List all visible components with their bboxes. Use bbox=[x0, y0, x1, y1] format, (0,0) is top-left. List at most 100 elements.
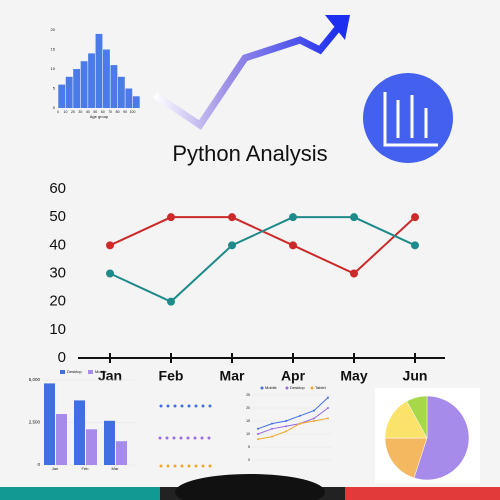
decor-dot bbox=[173, 464, 177, 468]
legend-swatch bbox=[60, 370, 65, 374]
trend-arrow bbox=[153, 25, 341, 130]
y-tick-label: 10 bbox=[246, 432, 250, 436]
point bbox=[271, 427, 273, 430]
decor-dot bbox=[208, 464, 212, 468]
bar bbox=[104, 420, 115, 465]
point bbox=[411, 241, 419, 250]
decor-dot bbox=[166, 404, 170, 408]
point bbox=[285, 425, 287, 428]
x-tick-label: Feb bbox=[82, 466, 90, 471]
x-tick-label: May bbox=[340, 368, 367, 384]
y-tick-label: 10 bbox=[49, 321, 66, 338]
point bbox=[257, 427, 259, 430]
bar bbox=[117, 76, 125, 108]
legend-swatch bbox=[88, 370, 93, 374]
y-tick-label: 30 bbox=[49, 264, 66, 281]
bar bbox=[58, 84, 66, 108]
legend-dot bbox=[285, 386, 289, 390]
decor-dot bbox=[187, 464, 191, 468]
x-tick-label: 10 bbox=[64, 110, 68, 114]
x-tick-label: 60 bbox=[101, 110, 105, 114]
x-tick-label: 90 bbox=[123, 110, 127, 114]
legend-label: Desktop bbox=[67, 369, 82, 374]
point bbox=[167, 297, 175, 306]
point bbox=[313, 417, 315, 420]
y-tick-label: 5 bbox=[248, 445, 250, 449]
pie-slice bbox=[384, 437, 428, 479]
decor-dot bbox=[194, 464, 198, 468]
decor-dot bbox=[179, 436, 183, 440]
y-tick-label: 20 bbox=[49, 293, 66, 310]
series-line bbox=[109, 216, 416, 303]
pie-slice bbox=[413, 395, 470, 481]
x-tick-label: 30 bbox=[78, 110, 82, 114]
decor-dot bbox=[173, 404, 177, 408]
decor-dot bbox=[187, 404, 191, 408]
pie-slice bbox=[406, 395, 428, 439]
y-tick-label: 0 bbox=[248, 458, 250, 462]
decor-dot bbox=[158, 436, 162, 440]
footer-teal bbox=[0, 487, 160, 500]
footer-hump bbox=[175, 474, 325, 500]
legend-label: Mobile bbox=[265, 385, 278, 390]
decor-dot bbox=[165, 436, 169, 440]
bar bbox=[73, 69, 81, 108]
legend-label: Mobile bbox=[95, 369, 108, 374]
decor-dot bbox=[180, 404, 184, 408]
main-title: Python Analysis bbox=[172, 141, 327, 166]
series-line bbox=[257, 397, 329, 430]
decor-dot bbox=[166, 464, 170, 468]
decor-dot bbox=[201, 464, 205, 468]
y-tick-label: 20 bbox=[246, 406, 250, 410]
bar bbox=[116, 441, 127, 465]
bar bbox=[86, 429, 97, 465]
icon-circle bbox=[363, 73, 453, 163]
bar bbox=[74, 400, 85, 465]
decor-dot bbox=[208, 404, 212, 408]
bar bbox=[95, 33, 103, 108]
x-tick-label: 40 bbox=[86, 110, 90, 114]
y-tick-label: 5,000 bbox=[29, 377, 41, 382]
x-tick-label: Apr bbox=[281, 368, 306, 384]
point bbox=[289, 213, 297, 222]
decor-dot bbox=[193, 436, 197, 440]
point bbox=[327, 407, 329, 409]
arrow-head bbox=[325, 15, 350, 40]
pie-slice bbox=[384, 400, 428, 439]
point bbox=[106, 241, 114, 250]
bar bbox=[88, 53, 95, 108]
chart-icon bbox=[383, 92, 438, 147]
decor-dot bbox=[172, 436, 176, 440]
y-tick-label: 5 bbox=[53, 86, 56, 91]
point bbox=[228, 213, 236, 222]
y-tick-label: 15 bbox=[246, 419, 250, 423]
legend-label: Tablet bbox=[315, 385, 327, 390]
point bbox=[257, 433, 259, 435]
bar bbox=[80, 61, 88, 108]
legend-dot bbox=[260, 386, 264, 390]
x-tick-label: 50 bbox=[93, 110, 97, 114]
x-tick-label: 100 bbox=[130, 110, 136, 114]
series-line bbox=[257, 407, 329, 435]
y-tick-label: 60 bbox=[49, 180, 66, 197]
x-tick-label: 20 bbox=[71, 110, 75, 114]
x-axis-label: Age group bbox=[90, 114, 109, 119]
point bbox=[167, 213, 175, 222]
point bbox=[285, 430, 287, 433]
decor-dot bbox=[200, 436, 204, 440]
y-tick-label: 0 bbox=[58, 349, 66, 366]
point bbox=[271, 422, 273, 425]
point bbox=[327, 417, 329, 420]
legend-dot bbox=[310, 386, 314, 390]
x-tick-label: 80 bbox=[116, 110, 120, 114]
y-tick-label: 0 bbox=[53, 105, 56, 110]
point bbox=[271, 435, 273, 438]
point bbox=[299, 414, 301, 417]
y-tick-label: 20 bbox=[51, 27, 56, 32]
bar bbox=[44, 383, 55, 465]
footer-red bbox=[345, 487, 500, 500]
x-tick-label: 70 bbox=[108, 110, 112, 114]
decor-dot bbox=[201, 404, 205, 408]
point bbox=[289, 241, 297, 250]
point bbox=[285, 420, 287, 422]
